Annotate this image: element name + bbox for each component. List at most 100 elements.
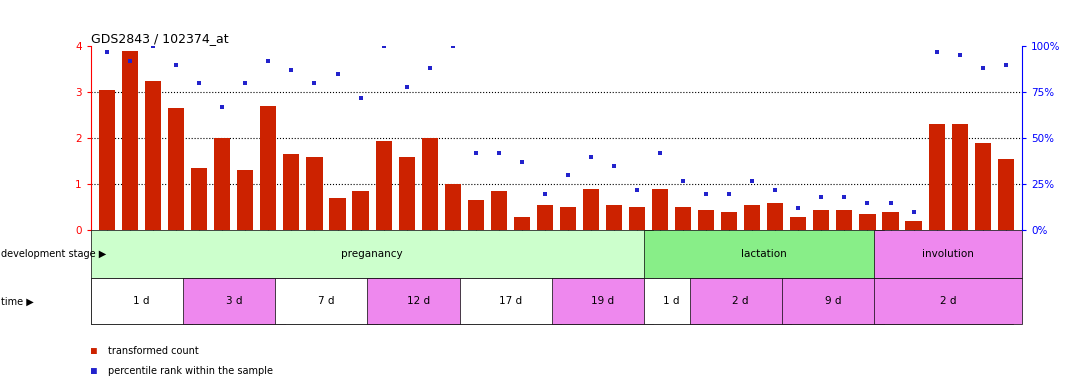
Point	[282, 67, 300, 73]
Point	[836, 194, 853, 200]
Bar	[629, 207, 645, 230]
Text: development stage ▶: development stage ▶	[1, 249, 106, 260]
Bar	[445, 184, 461, 230]
Bar	[330, 198, 346, 230]
Point	[190, 80, 208, 86]
Point	[582, 154, 599, 160]
Text: 7 d: 7 d	[318, 296, 334, 306]
Text: involution: involution	[922, 249, 974, 260]
Text: 2 d: 2 d	[939, 296, 957, 306]
Point	[560, 172, 577, 178]
Point	[882, 200, 899, 206]
Text: ■: ■	[91, 346, 103, 356]
Bar	[552, 278, 653, 324]
Bar	[468, 200, 484, 230]
Text: ■: ■	[91, 366, 103, 376]
Point	[698, 190, 715, 197]
Bar	[91, 230, 653, 278]
Text: preganancy: preganancy	[341, 249, 403, 260]
Bar	[859, 214, 875, 230]
Point	[928, 48, 945, 55]
Point	[352, 94, 369, 101]
Bar	[813, 210, 829, 230]
Bar	[183, 278, 285, 324]
Bar	[997, 159, 1013, 230]
Point	[490, 150, 507, 156]
Text: 1 d: 1 d	[134, 296, 150, 306]
Point	[859, 200, 876, 206]
Text: percentile rank within the sample: percentile rank within the sample	[108, 366, 273, 376]
Bar	[583, 189, 599, 230]
Point	[374, 43, 392, 49]
Point	[652, 150, 669, 156]
Text: transformed count: transformed count	[108, 346, 199, 356]
Point	[997, 61, 1014, 68]
Point	[905, 209, 922, 215]
Point	[951, 52, 968, 58]
Point	[790, 205, 807, 211]
Text: 3 d: 3 d	[226, 296, 242, 306]
Point	[721, 190, 738, 197]
Bar	[284, 154, 300, 230]
Bar	[874, 230, 1022, 278]
Bar	[260, 106, 276, 230]
Bar	[905, 221, 921, 230]
Bar	[874, 278, 1022, 324]
Bar	[238, 170, 254, 230]
Bar	[929, 124, 945, 230]
Point	[767, 187, 784, 193]
Point	[536, 190, 553, 197]
Point	[144, 43, 162, 49]
Text: 2 d: 2 d	[733, 296, 749, 306]
Bar	[168, 108, 184, 230]
Point	[628, 187, 645, 193]
Bar	[690, 278, 792, 324]
Text: 12 d: 12 d	[407, 296, 430, 306]
Point	[98, 48, 116, 55]
Bar	[721, 212, 737, 230]
Bar	[306, 157, 322, 230]
Point	[974, 65, 991, 71]
Bar	[837, 210, 853, 230]
Point	[468, 150, 485, 156]
Bar	[376, 141, 392, 230]
Bar	[951, 124, 967, 230]
Text: lactation: lactation	[740, 249, 786, 260]
Point	[260, 58, 277, 64]
Point	[328, 71, 346, 77]
Bar	[698, 210, 715, 230]
Bar	[214, 138, 230, 230]
Point	[744, 177, 761, 184]
Bar	[745, 205, 761, 230]
Bar	[491, 191, 507, 230]
Point	[214, 104, 231, 110]
Text: 1 d: 1 d	[663, 296, 679, 306]
Bar	[100, 90, 116, 230]
Bar	[675, 207, 691, 230]
Bar	[352, 191, 368, 230]
Point	[122, 58, 139, 64]
Text: 19 d: 19 d	[591, 296, 614, 306]
Bar	[537, 205, 553, 230]
Text: time ▶: time ▶	[1, 296, 34, 306]
Point	[813, 194, 830, 200]
Bar	[652, 189, 668, 230]
Bar	[883, 212, 899, 230]
Point	[444, 43, 461, 49]
Bar	[767, 203, 783, 230]
Point	[422, 65, 439, 71]
Bar	[275, 278, 377, 324]
Bar	[975, 143, 991, 230]
Bar	[91, 278, 193, 324]
Bar	[644, 278, 700, 324]
Bar	[398, 157, 415, 230]
Text: GDS2843 / 102374_at: GDS2843 / 102374_at	[91, 32, 229, 45]
Text: 9 d: 9 d	[825, 296, 841, 306]
Bar	[122, 51, 138, 230]
Point	[514, 159, 531, 165]
Bar	[606, 205, 622, 230]
Bar	[422, 138, 438, 230]
Point	[674, 177, 691, 184]
Text: 17 d: 17 d	[499, 296, 522, 306]
Bar	[782, 278, 884, 324]
